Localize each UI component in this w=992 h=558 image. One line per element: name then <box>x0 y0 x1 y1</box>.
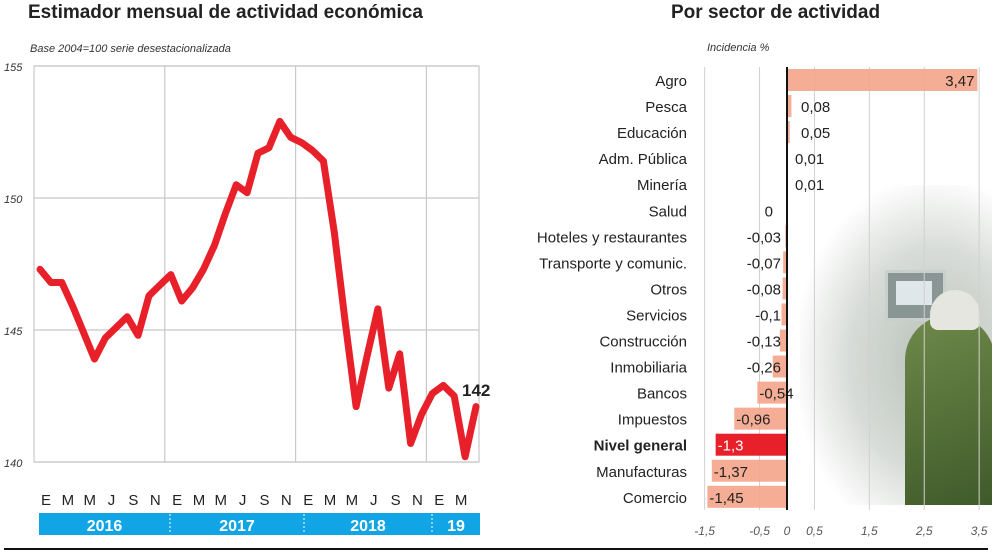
line-subtitle: Base 2004=100 serie desestacionalizada <box>30 43 231 55</box>
x-tick-label: 3,5 <box>971 524 988 538</box>
bar <box>779 329 787 352</box>
last-value-label: 142 <box>462 381 490 400</box>
bar-subtitle: Incidencia % <box>707 42 770 54</box>
value-label: -0,08 <box>747 281 781 298</box>
month-label: S <box>259 492 269 509</box>
year-label: 2018 <box>350 518 386 535</box>
category-label: Educación <box>617 125 687 142</box>
year-label: 2016 <box>87 518 123 535</box>
month-label: M <box>83 492 96 509</box>
month-label: M <box>62 492 75 509</box>
month-label: M <box>215 492 228 509</box>
year-label: 19 <box>447 518 465 535</box>
value-label: -0,07 <box>747 255 781 272</box>
bar <box>707 485 787 508</box>
month-label: J <box>370 492 378 509</box>
month-label: J <box>239 492 247 509</box>
plot-frame <box>33 65 480 463</box>
category-label: Salud <box>649 203 687 220</box>
value-label: 0 <box>765 203 773 220</box>
value-label: 0,01 <box>795 151 824 168</box>
month-label: S <box>391 492 401 509</box>
y-tick-label: 140 <box>4 458 23 470</box>
x-tick-label: 2,5 <box>915 524 933 538</box>
bar <box>787 95 792 118</box>
category-label: Minería <box>637 177 688 194</box>
month-label: N <box>281 492 292 509</box>
month-label: M <box>193 492 206 509</box>
y-tick-label: 150 <box>4 194 23 206</box>
month-label: M <box>455 492 468 509</box>
category-label: Pesca <box>645 99 687 116</box>
value-label: 3,47 <box>945 73 974 90</box>
x-tick-label: -1,5 <box>694 524 715 538</box>
value-label: -0,96 <box>736 412 770 429</box>
bar <box>782 277 787 300</box>
y-tick-label: 145 <box>4 326 23 338</box>
category-label: Servicios <box>626 307 687 324</box>
value-label: -0,13 <box>747 334 781 351</box>
left-chart-title: Estimador mensual de actividad económica <box>28 2 423 23</box>
value-label: -1,3 <box>718 438 744 455</box>
bar <box>787 121 790 144</box>
month-label: E <box>303 492 313 509</box>
helmet-image <box>930 290 980 330</box>
category-label: Inmobiliaria <box>610 360 687 377</box>
month-label: E <box>172 492 182 509</box>
factory-worker-photo <box>800 185 992 505</box>
value-label: 0,01 <box>795 177 824 194</box>
category-label: Otros <box>650 281 687 298</box>
series-line <box>36 117 480 461</box>
bar <box>783 251 787 274</box>
right-chart-title: Por sector de actividad <box>671 2 881 23</box>
value-label: -0,26 <box>747 360 781 377</box>
value-label: -0,03 <box>747 229 781 246</box>
bar <box>715 433 787 456</box>
value-label: -0,54 <box>759 386 793 403</box>
bar <box>781 303 787 326</box>
bar <box>734 407 787 430</box>
month-label: M <box>346 492 359 509</box>
month-label: N <box>412 492 423 509</box>
month-label: M <box>324 492 337 509</box>
month-label: N <box>150 492 161 509</box>
category-label: Nivel general <box>594 438 687 455</box>
category-label: Hoteles y restaurantes <box>537 229 687 246</box>
worker-image <box>905 315 992 505</box>
category-label: Agro <box>655 73 687 90</box>
category-label: Impuestos <box>618 412 687 429</box>
value-label: -1,45 <box>709 490 743 507</box>
x-tick-label: 0,5 <box>806 524 823 538</box>
value-label: -0,1 <box>755 307 781 324</box>
category-label: Bancos <box>637 386 687 403</box>
x-tick-label: 1,5 <box>861 524 878 538</box>
category-label: Transporte y comunic. <box>539 255 687 272</box>
value-label: 0,08 <box>801 99 830 116</box>
category-label: Adm. Pública <box>599 151 688 168</box>
value-label: -1,37 <box>714 464 748 481</box>
year-label: 2017 <box>219 518 255 535</box>
bar <box>772 355 787 378</box>
month-label: E <box>41 492 51 509</box>
category-label: Construcción <box>599 334 687 351</box>
month-label: S <box>128 492 138 509</box>
category-label: Manufacturas <box>596 464 687 481</box>
x-tick-label: -0,5 <box>749 524 770 538</box>
x-tick-label: 0 <box>784 524 791 538</box>
y-tick-label: 155 <box>4 62 23 74</box>
month-label: J <box>108 492 116 509</box>
bar <box>711 459 787 482</box>
bar <box>757 381 787 404</box>
value-label: 0,05 <box>801 125 830 142</box>
month-label: E <box>434 492 444 509</box>
year-band <box>39 513 480 535</box>
category-label: Comercio <box>623 490 687 507</box>
bar <box>787 69 978 91</box>
